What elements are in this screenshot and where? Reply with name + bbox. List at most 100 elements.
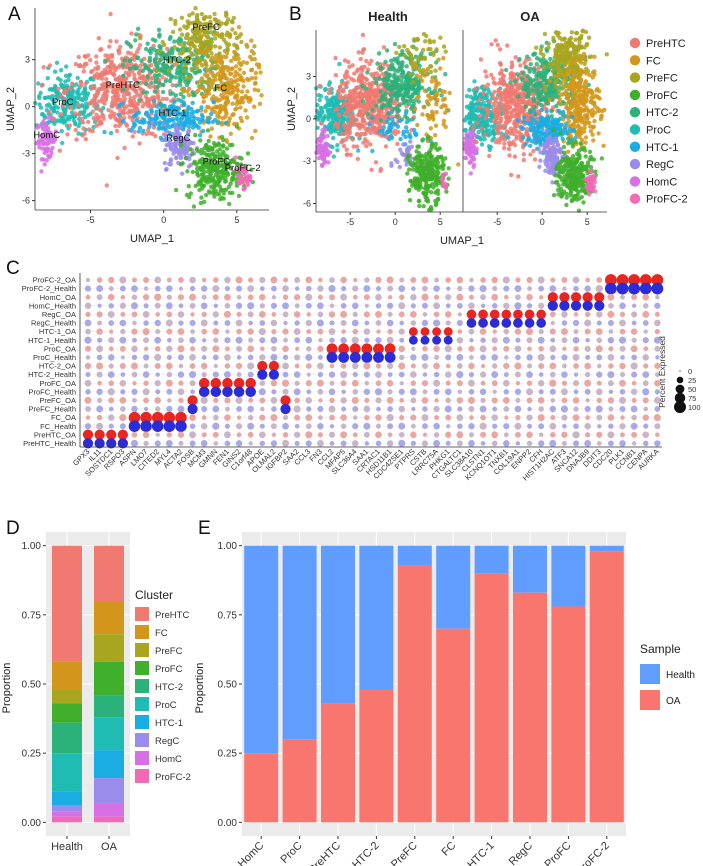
umap-point	[463, 128, 468, 133]
umap-point	[235, 87, 240, 92]
umap-point	[164, 166, 169, 172]
umap-point	[397, 89, 402, 95]
umap-point	[116, 48, 121, 53]
umap-point	[323, 87, 328, 93]
umap-point	[219, 195, 224, 201]
umap-point	[113, 100, 118, 106]
umap-point	[202, 150, 207, 156]
umap-point	[523, 64, 528, 70]
umap-point	[114, 39, 119, 44]
umap-point	[59, 68, 64, 73]
umap-point	[319, 106, 324, 112]
umap-point	[254, 62, 260, 67]
umap-point	[135, 80, 141, 85]
umap-point	[154, 68, 159, 74]
umap-point	[134, 50, 140, 55]
umap-point	[505, 105, 511, 111]
umap-point	[98, 120, 104, 125]
umap-point	[358, 91, 363, 96]
umap-point	[358, 56, 363, 62]
umap-point	[198, 138, 203, 143]
umap-point	[388, 99, 393, 104]
umap-point	[360, 123, 365, 129]
umap-point	[397, 83, 402, 88]
umap-point	[160, 89, 166, 95]
umap-point	[487, 147, 492, 153]
umap-point	[579, 45, 584, 50]
umap-point	[386, 116, 391, 122]
umap-point	[209, 63, 214, 69]
y-tick-label: 3	[25, 55, 30, 65]
umap-point	[45, 76, 50, 81]
umap-point	[584, 41, 590, 47]
umap-point	[137, 86, 143, 91]
umap-point	[186, 124, 192, 129]
umap-point	[531, 52, 536, 57]
umap-point	[61, 120, 66, 125]
umap-point	[51, 116, 57, 122]
umap-point	[361, 117, 366, 122]
umap-point	[421, 204, 426, 209]
umap-point	[406, 153, 411, 158]
umap-point	[239, 95, 244, 101]
umap-point	[81, 69, 87, 74]
umap-point	[89, 84, 94, 89]
umap-point	[506, 146, 512, 152]
umap-point	[404, 119, 409, 125]
umap-point	[541, 52, 546, 58]
umap-point	[387, 122, 393, 127]
umap-point	[47, 63, 53, 68]
umap-point	[87, 127, 92, 132]
umap-point	[414, 46, 419, 52]
umap-point	[369, 167, 374, 172]
umap-point	[435, 191, 441, 196]
umap-point	[234, 124, 240, 129]
umap-point	[73, 127, 78, 133]
umap-point	[155, 84, 160, 90]
umap-point	[158, 126, 164, 131]
umap-point	[259, 93, 264, 98]
umap-point	[354, 117, 359, 123]
umap-point	[360, 32, 366, 38]
umap-point	[139, 80, 144, 86]
umap-point	[347, 92, 353, 97]
umap-point	[479, 126, 484, 131]
umap-point	[186, 184, 191, 189]
y-tick-label: -6	[22, 196, 30, 206]
umap-point	[183, 149, 188, 155]
panel-letter-d: D	[6, 518, 20, 539]
umap-point	[167, 49, 172, 54]
umap-point	[429, 143, 434, 148]
umap-point	[376, 51, 382, 56]
umap-point	[471, 125, 476, 131]
umap-point	[203, 39, 208, 44]
umap-point	[179, 98, 184, 104]
umap-point	[85, 113, 91, 118]
umap-point	[187, 41, 192, 46]
umap-point	[511, 128, 516, 133]
umap-point	[191, 204, 197, 209]
umap-point	[257, 101, 263, 107]
umap-point	[157, 34, 162, 39]
umap-point	[137, 98, 142, 103]
umap-point	[52, 83, 58, 89]
umap-point	[444, 107, 450, 112]
umap-point	[184, 192, 190, 198]
umap-point	[60, 103, 65, 108]
umap-point	[219, 67, 224, 72]
umap-point	[497, 60, 503, 66]
umap-point	[174, 155, 179, 160]
umap-point	[331, 154, 336, 159]
umap-point	[146, 114, 151, 119]
umap-point	[335, 143, 340, 148]
umap-point	[68, 86, 73, 91]
umap-point	[483, 69, 488, 74]
umap-cluster-label: HTC-2	[163, 55, 191, 66]
umap-point	[109, 52, 115, 58]
umap-point	[116, 65, 121, 70]
umap-point	[341, 122, 347, 127]
umap-point	[120, 62, 126, 68]
umap-point	[161, 137, 166, 143]
umap-point	[491, 136, 497, 141]
umap-point	[464, 141, 470, 147]
